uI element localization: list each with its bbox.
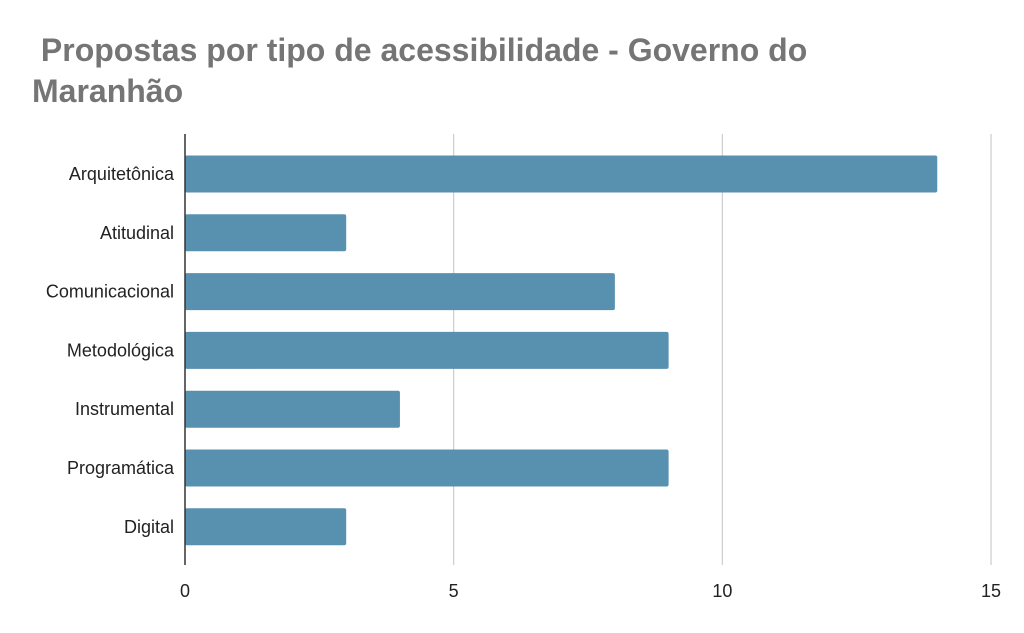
x-tick-label: 10: [712, 581, 732, 601]
bar-programática: [185, 449, 669, 487]
bar-instrumental: [185, 390, 400, 428]
labels: 0 5 10 15 Arquitetônica Atitudinal Comunicacio…: [46, 164, 1001, 601]
category-label: Digital: [124, 517, 174, 537]
bar-metodológica: [185, 331, 669, 369]
category-label: Instrumental: [75, 399, 174, 419]
x-tick-label: 0: [180, 581, 190, 601]
category-label: Atitudinal: [100, 223, 174, 243]
category-label: Comunicacional: [46, 282, 174, 302]
bar-digital: [185, 508, 347, 546]
bar-atitudinal: [185, 214, 347, 252]
bar-comunicacional: [185, 273, 615, 311]
category-label: Metodológica: [67, 340, 175, 360]
x-tick-label: 5: [449, 581, 459, 601]
bar-arquitetônica: [185, 155, 938, 193]
category-label: Programática: [67, 458, 175, 478]
x-tick-label: 15: [981, 581, 1001, 601]
category-label: Arquitetônica: [69, 164, 175, 184]
bars: [185, 155, 938, 546]
chart-title: Propostas por tipo de acessibilidade - G…: [32, 32, 817, 109]
